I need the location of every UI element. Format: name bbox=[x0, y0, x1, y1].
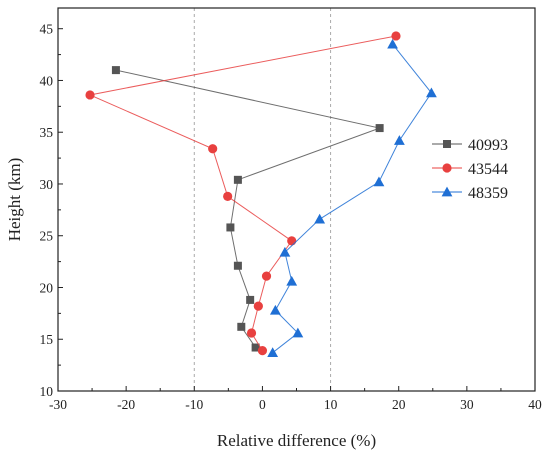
y-tick-label: 25 bbox=[40, 229, 54, 244]
legend: 40993 43544 48359 bbox=[432, 137, 508, 202]
legend-label: 48359 bbox=[468, 185, 508, 202]
data-point bbox=[393, 135, 405, 145]
series-48359 bbox=[267, 38, 437, 358]
data-point bbox=[253, 301, 263, 311]
x-tick-label: -10 bbox=[185, 397, 203, 412]
reference-lines bbox=[193, 8, 332, 391]
data-point bbox=[426, 87, 437, 98]
series-line bbox=[115, 69, 382, 348]
data-point bbox=[314, 213, 326, 224]
data-point bbox=[237, 322, 246, 331]
ticks-layer: -30 -20 -10 0 10 20 30 40 10 15 20 25 30 35 40 45 bbox=[40, 22, 543, 412]
x-tick-label: 0 bbox=[259, 397, 266, 412]
data-point bbox=[287, 236, 297, 246]
data-point bbox=[246, 328, 257, 338]
x-tick-label: 40 bbox=[528, 397, 542, 412]
data-point bbox=[233, 261, 242, 270]
data-point bbox=[387, 38, 398, 49]
data-point bbox=[286, 275, 298, 286]
y-tick-label: 20 bbox=[40, 280, 54, 295]
x-tick-label: 20 bbox=[392, 397, 406, 412]
data-point bbox=[85, 90, 95, 100]
data-point bbox=[267, 347, 279, 358]
series-line bbox=[272, 43, 433, 354]
data-point bbox=[111, 66, 120, 75]
x-axis-title: Relative difference (%) bbox=[217, 431, 376, 450]
data-point bbox=[261, 271, 272, 281]
data-point bbox=[246, 295, 255, 304]
data-point bbox=[292, 327, 304, 338]
legend-label: 40993 bbox=[468, 137, 508, 154]
x-tick-label: 30 bbox=[460, 397, 474, 412]
data-point bbox=[279, 246, 291, 257]
y-tick-label: 35 bbox=[40, 125, 54, 140]
data-point bbox=[233, 175, 242, 184]
y-axis-title: Height (km) bbox=[5, 158, 24, 242]
legend-item: 43544 bbox=[432, 161, 508, 178]
y-tick-label: 10 bbox=[40, 384, 54, 399]
x-tick-label: -20 bbox=[117, 397, 135, 412]
data-point bbox=[375, 124, 384, 133]
data-point bbox=[373, 176, 385, 187]
legend-marker bbox=[442, 163, 452, 173]
data-point bbox=[208, 144, 218, 154]
y-tick-label: 45 bbox=[40, 22, 54, 37]
series-layer bbox=[85, 31, 437, 358]
y-tick-label: 30 bbox=[40, 177, 54, 192]
x-tick-label: -30 bbox=[49, 397, 67, 412]
data-point bbox=[226, 223, 235, 232]
x-tick-label: 10 bbox=[324, 397, 338, 412]
data-point bbox=[251, 343, 260, 352]
data-point bbox=[223, 191, 233, 201]
legend-item: 40993 bbox=[432, 137, 508, 154]
data-point bbox=[269, 304, 281, 315]
series-43544 bbox=[85, 31, 401, 356]
series-40993 bbox=[111, 66, 384, 352]
y-tick-label: 40 bbox=[40, 73, 54, 88]
legend-marker bbox=[441, 186, 453, 197]
data-point bbox=[257, 346, 268, 356]
legend-item: 48359 bbox=[432, 185, 508, 202]
legend-label: 43544 bbox=[468, 161, 508, 178]
legend-marker bbox=[443, 140, 451, 148]
y-tick-label: 15 bbox=[40, 332, 54, 347]
series-line bbox=[88, 35, 397, 351]
data-point bbox=[391, 31, 401, 41]
